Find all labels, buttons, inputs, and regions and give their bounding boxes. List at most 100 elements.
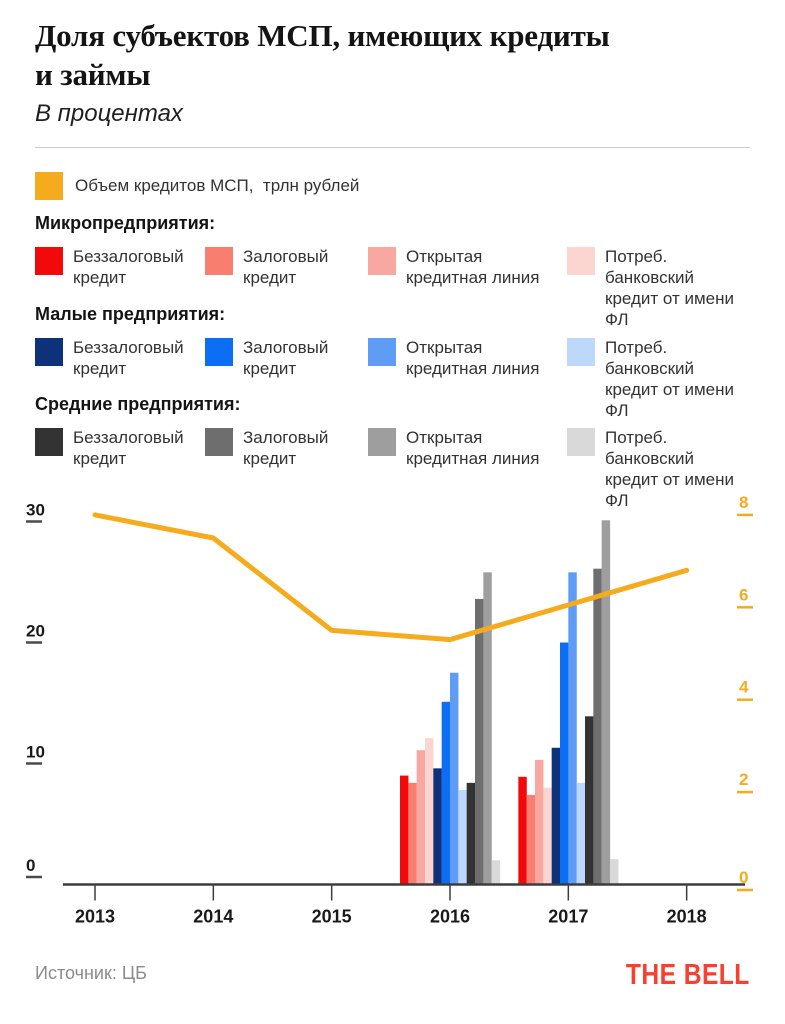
legend-item-label: Потреб. банковский кредит от имени ФЛ bbox=[605, 428, 735, 510]
legend-group-medium-title: Средние предприятия: bbox=[35, 394, 241, 414]
bar bbox=[491, 860, 501, 885]
swatch-small-creditline bbox=[368, 338, 396, 366]
right-tick-dash bbox=[737, 606, 753, 609]
swatch-small-secured bbox=[205, 338, 233, 366]
right-tick-label: 8 bbox=[739, 493, 748, 512]
volume-swatch bbox=[35, 172, 63, 200]
legend-item: Беззалоговый кредит bbox=[35, 428, 184, 469]
bar bbox=[483, 572, 492, 885]
legend-item: Беззалоговый кредит bbox=[35, 338, 184, 379]
legend-item-label: Открытая кредитная линия bbox=[406, 428, 540, 468]
page-title: Доля субъектов МСП, имеющих кредиты и за… bbox=[35, 16, 755, 94]
right-tick-dash bbox=[737, 790, 753, 794]
left-tick-dash bbox=[26, 520, 42, 523]
swatch-small-consumer bbox=[567, 338, 595, 366]
page-subtitle: В процентах bbox=[35, 100, 183, 127]
legend-item-label: Потреб. банковский кредит от имени ФЛ bbox=[605, 247, 735, 329]
legend-item: Открытая кредитная линия bbox=[368, 247, 539, 288]
combo-chart: 2013 2014 2015 2016 2017 2018 0 10 20 30 0 2 4 6 8 bbox=[26, 493, 753, 927]
swatch-medium-creditline bbox=[368, 428, 396, 456]
year-label: 2016 bbox=[430, 907, 470, 927]
volume-line bbox=[92, 512, 690, 643]
bar bbox=[535, 759, 544, 885]
swatch-medium-secured bbox=[205, 428, 233, 456]
swatch-micro-secured bbox=[205, 247, 233, 275]
left-tick-label: 0 bbox=[26, 856, 35, 875]
year-label: 2017 bbox=[548, 907, 588, 927]
legend-group-micro-title: Микропредприятия: bbox=[35, 213, 216, 233]
bar bbox=[585, 716, 594, 885]
right-tick-label: 0 bbox=[739, 868, 748, 887]
legend-item-label: Открытая кредитная линия bbox=[406, 247, 540, 287]
year-label: 2018 bbox=[667, 907, 707, 927]
right-tick-dash bbox=[737, 888, 753, 892]
right-tick-label: 2 bbox=[739, 770, 748, 789]
legend-item-label: Залоговый кредит bbox=[243, 338, 329, 378]
bar bbox=[543, 787, 552, 885]
bar bbox=[416, 750, 426, 885]
source-note: Источник: ЦБ bbox=[35, 963, 147, 983]
year-label: 2013 bbox=[75, 907, 115, 927]
bar bbox=[400, 775, 409, 885]
title-line-1: Доля субъектов МСП, имеющих кредиты bbox=[35, 18, 610, 53]
legend-item: Залоговый кредит bbox=[205, 247, 328, 288]
legend-item: Беззалоговый кредит bbox=[35, 247, 184, 288]
bar bbox=[425, 738, 434, 885]
swatch-micro-consumer bbox=[567, 247, 595, 275]
right-tick-label: 6 bbox=[739, 585, 748, 604]
bar bbox=[475, 598, 484, 885]
swatch-micro-unsecured bbox=[35, 247, 63, 275]
legend-row-small: Беззалоговый кредит Залоговый кредит Отк… bbox=[35, 338, 750, 420]
left-tick-label: 10 bbox=[26, 743, 45, 762]
legend-group-micro: Микропредприятия: Беззалоговый кредит За… bbox=[35, 213, 750, 329]
legend-item: Залоговый кредит bbox=[205, 428, 328, 469]
volume-label: Объем кредитов МСП, трлн рублей bbox=[75, 176, 360, 195]
swatch-small-unsecured bbox=[35, 338, 63, 366]
legend-group-small: Малые предприятия: Беззалоговый кредит З… bbox=[35, 304, 750, 420]
legend-item-label: Потреб. банковский кредит от имени ФЛ bbox=[605, 338, 735, 420]
left-tick-dash bbox=[26, 641, 42, 644]
legend-item-label: Беззалоговый кредит bbox=[73, 247, 184, 287]
bar bbox=[568, 572, 577, 885]
legend-group-medium: Средние предприятия: Беззалоговый кредит… bbox=[35, 394, 750, 510]
legend-item: Потреб. банковский кредит от имени ФЛ bbox=[567, 247, 750, 330]
legend-item-label: Открытая кредитная линия bbox=[406, 338, 540, 378]
bar bbox=[433, 768, 442, 885]
bar bbox=[518, 776, 527, 885]
left-tick-label: 30 bbox=[26, 501, 45, 520]
bar bbox=[560, 642, 569, 885]
right-tick-dash bbox=[737, 698, 753, 701]
bar bbox=[408, 782, 417, 885]
bar bbox=[526, 794, 536, 885]
divider-line bbox=[35, 147, 750, 148]
the-bell-logo: THE BELL bbox=[626, 959, 750, 991]
bar bbox=[601, 520, 611, 885]
swatch-medium-unsecured bbox=[35, 428, 63, 456]
legend-item: Залоговый кредит bbox=[205, 338, 328, 379]
left-tick-dash bbox=[26, 762, 42, 765]
left-tick-dash bbox=[26, 875, 42, 879]
legend-item-label: Беззалоговый кредит bbox=[73, 338, 184, 378]
bar bbox=[466, 782, 476, 885]
title-line-2: и займы bbox=[35, 57, 151, 92]
bar bbox=[450, 672, 459, 885]
legend-item: Потреб. банковский кредит от имени ФЛ bbox=[567, 338, 750, 421]
legend-row-micro: Беззалоговый кредит Залоговый кредит Отк… bbox=[35, 247, 750, 329]
legend-item: Открытая кредитная линия bbox=[368, 338, 539, 379]
bar bbox=[576, 782, 586, 885]
legend-row-medium: Беззалоговый кредит Залоговый кредит Отк… bbox=[35, 428, 750, 510]
legend-item: Открытая кредитная линия bbox=[368, 428, 539, 469]
year-label: 2015 bbox=[312, 907, 352, 927]
legend-item-label: Беззалоговый кредит bbox=[73, 428, 184, 468]
right-tick-label: 4 bbox=[739, 678, 749, 697]
legend-item: Потреб. банковский кредит от имени ФЛ bbox=[567, 428, 750, 511]
bar bbox=[551, 747, 561, 885]
bar bbox=[458, 790, 467, 885]
legend-item-label: Залоговый кредит bbox=[243, 428, 329, 468]
bar bbox=[441, 701, 451, 885]
left-tick-label: 20 bbox=[26, 622, 45, 641]
legend-group-small-title: Малые предприятия: bbox=[35, 304, 226, 324]
swatch-micro-creditline bbox=[368, 247, 396, 275]
bar bbox=[593, 568, 602, 885]
